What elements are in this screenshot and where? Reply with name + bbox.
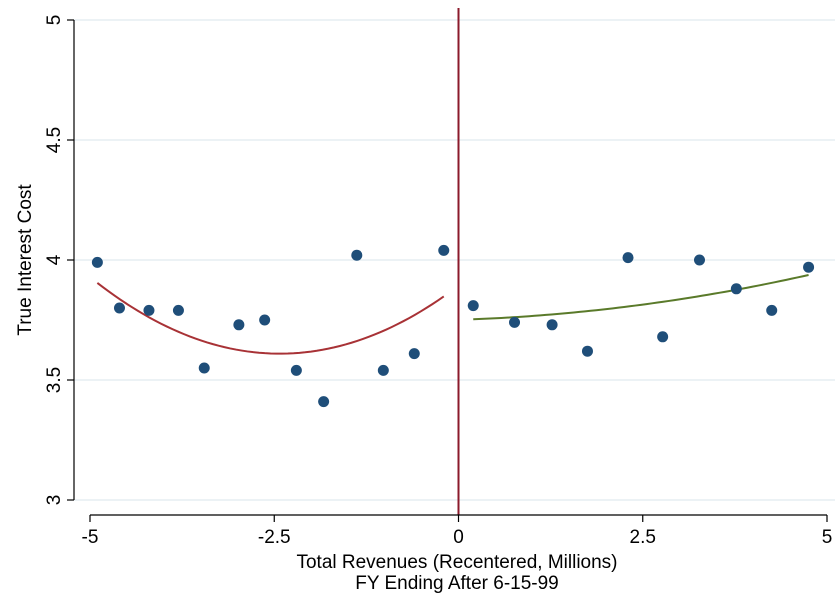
x-axis-subtitle: FY Ending After 6-15-99 — [355, 573, 559, 594]
data-point-3 — [172, 304, 184, 316]
data-point-10 — [377, 364, 389, 376]
axes — [73, 20, 827, 516]
y-tick-label-1: 3.5 — [44, 367, 65, 393]
y-axis-ticks: 3 3.5 4 4.5 5 — [44, 15, 74, 506]
y-tick-label-2: 4 — [44, 254, 65, 265]
data-point-14 — [509, 316, 521, 328]
data-point-22 — [803, 261, 815, 273]
data-point-18 — [657, 331, 669, 343]
data-point-8 — [318, 396, 330, 408]
x-tick-label-4: 5 — [822, 527, 833, 548]
data-point-20 — [730, 283, 742, 295]
data-point-11 — [408, 348, 420, 360]
data-point-12 — [438, 244, 450, 256]
data-point-9 — [351, 249, 363, 261]
x-tick-label-0: -5 — [82, 527, 99, 548]
data-point-6 — [259, 314, 271, 326]
grid-lines — [74, 19, 835, 501]
y-tick-label-0: 3 — [44, 495, 65, 506]
x-axis-ticks: -5 -2.5 0 2.5 5 — [82, 515, 833, 548]
data-point-5 — [233, 319, 245, 331]
data-point-21 — [766, 304, 778, 316]
data-point-17 — [622, 252, 634, 264]
data-point-4 — [198, 362, 210, 374]
x-tick-label-3: 2.5 — [630, 527, 656, 548]
fit-curves — [96, 273, 809, 355]
data-point-16 — [581, 345, 593, 357]
fit-curve-left — [96, 282, 445, 355]
y-tick-label-3: 4.5 — [44, 127, 65, 153]
x-tick-label-1: -2.5 — [258, 527, 291, 548]
x-axis-title: Total Revenues (Recentered, Millions) — [296, 552, 617, 573]
data-point-1 — [113, 302, 125, 314]
y-axis-title: True Interest Cost — [15, 184, 36, 336]
data-point-13 — [467, 300, 479, 312]
data-point-15 — [546, 319, 558, 331]
data-point-7 — [290, 364, 302, 376]
x-tick-label-2: 0 — [453, 527, 464, 548]
data-point-0 — [91, 256, 103, 268]
scatter-points — [91, 244, 815, 408]
data-point-2 — [143, 304, 155, 316]
data-point-19 — [693, 254, 705, 266]
fit-curve-right — [473, 273, 809, 321]
y-tick-label-4: 5 — [44, 15, 65, 26]
